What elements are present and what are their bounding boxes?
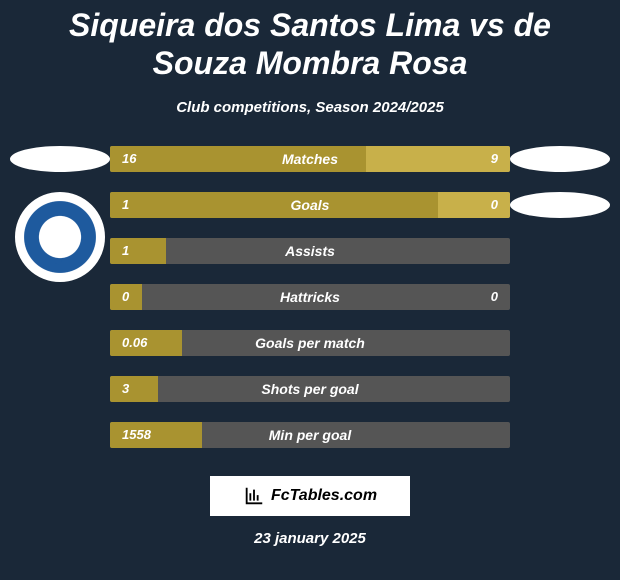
bar-label: Shots per goal: [110, 376, 510, 402]
right-side: [510, 136, 610, 218]
bar-label: Assists: [110, 238, 510, 264]
bar-row: 1Assists: [110, 238, 510, 264]
ball-icon: [45, 222, 75, 252]
player-right-oval-1: [510, 146, 610, 172]
chart-icon: [243, 485, 265, 507]
bar-label: Goals: [110, 192, 510, 218]
bar-row: 0.06Goals per match: [110, 330, 510, 356]
date: 23 january 2025: [0, 530, 620, 547]
bar-row: 3Shots per goal: [110, 376, 510, 402]
left-side: [10, 136, 110, 282]
bar-row: 10Goals: [110, 192, 510, 218]
watermark-text: FcTables.com: [271, 487, 377, 505]
bar-label: Matches: [110, 146, 510, 172]
bar-row: 1558Min per goal: [110, 422, 510, 448]
comparison-content: 169Matches 10Goals 1Assists 00Hattricks 0.06…: [0, 136, 620, 458]
club-badge-left: [15, 192, 105, 282]
bar-chart: 169Matches 10Goals 1Assists 00Hattricks 0.06…: [110, 136, 510, 458]
bar-label: Hattricks: [110, 284, 510, 310]
page-title: Siqueira dos Santos Lima vs de Souza Mom…: [0, 0, 620, 87]
subtitle: Club competitions, Season 2024/2025: [0, 99, 620, 116]
player-left-oval: [10, 146, 110, 172]
bar-label: Goals per match: [110, 330, 510, 356]
watermark: FcTables.com: [210, 476, 410, 516]
player-right-oval-2: [510, 192, 610, 218]
bar-row: 00Hattricks: [110, 284, 510, 310]
bar-label: Min per goal: [110, 422, 510, 448]
bar-row: 169Matches: [110, 146, 510, 172]
